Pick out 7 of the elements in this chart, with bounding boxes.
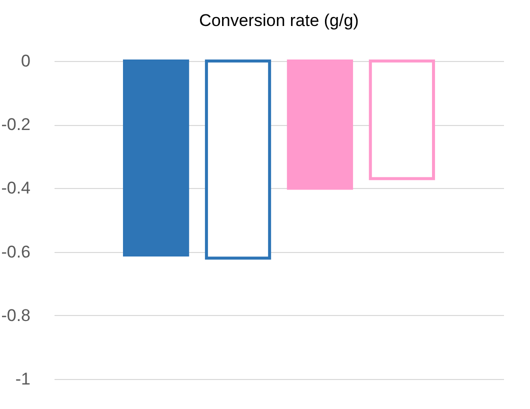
y-tick-label: -1 bbox=[15, 370, 30, 388]
chart-title: Conversion rate (g/g) bbox=[199, 11, 359, 30]
y-tick-label: -0.6 bbox=[1, 242, 30, 262]
y-tick-label: 0 bbox=[21, 52, 30, 70]
y-tick-label: -0.8 bbox=[1, 306, 30, 325]
y-tick-label: -0.2 bbox=[1, 115, 30, 134]
y-tick-label: -0.4 bbox=[1, 178, 30, 198]
